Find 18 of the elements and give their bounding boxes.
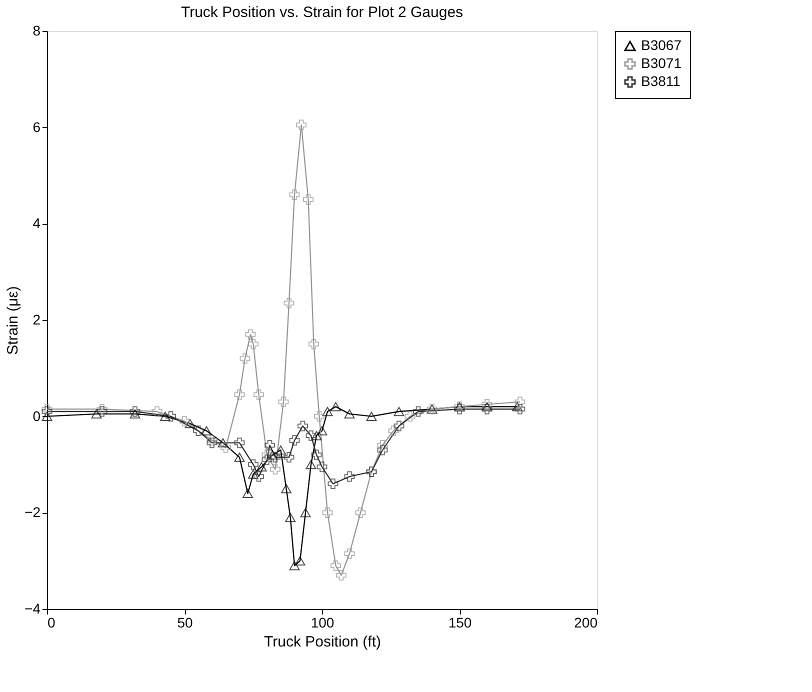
y-axis-title: Strain (με) — [4, 286, 22, 355]
y-tick-label: −2 — [24, 504, 41, 520]
y-tick-label: −4 — [24, 600, 41, 616]
x-tick-label: 100 — [310, 614, 334, 630]
y-tick-label: 8 — [32, 22, 41, 38]
chart-title: Truck Position vs. Strain for Plot 2 Gauges — [180, 4, 464, 21]
x-tick-label: 0 — [48, 614, 56, 630]
x-axis-title: Truck Position (ft) — [264, 634, 381, 650]
x-tick-label: 50 — [177, 614, 193, 630]
y-tick-label: 0 — [32, 408, 41, 424]
y-tick-label: 6 — [32, 118, 41, 135]
legend-label: B3071 — [641, 55, 682, 71]
legend-label: B3811 — [641, 73, 681, 89]
y-tick-label: 2 — [32, 312, 41, 328]
y-tick-label: 4 — [32, 215, 41, 232]
x-tick-label: 200 — [574, 614, 598, 630]
legend-label: B3067 — [641, 37, 682, 53]
x-tick-label: 150 — [448, 614, 472, 630]
